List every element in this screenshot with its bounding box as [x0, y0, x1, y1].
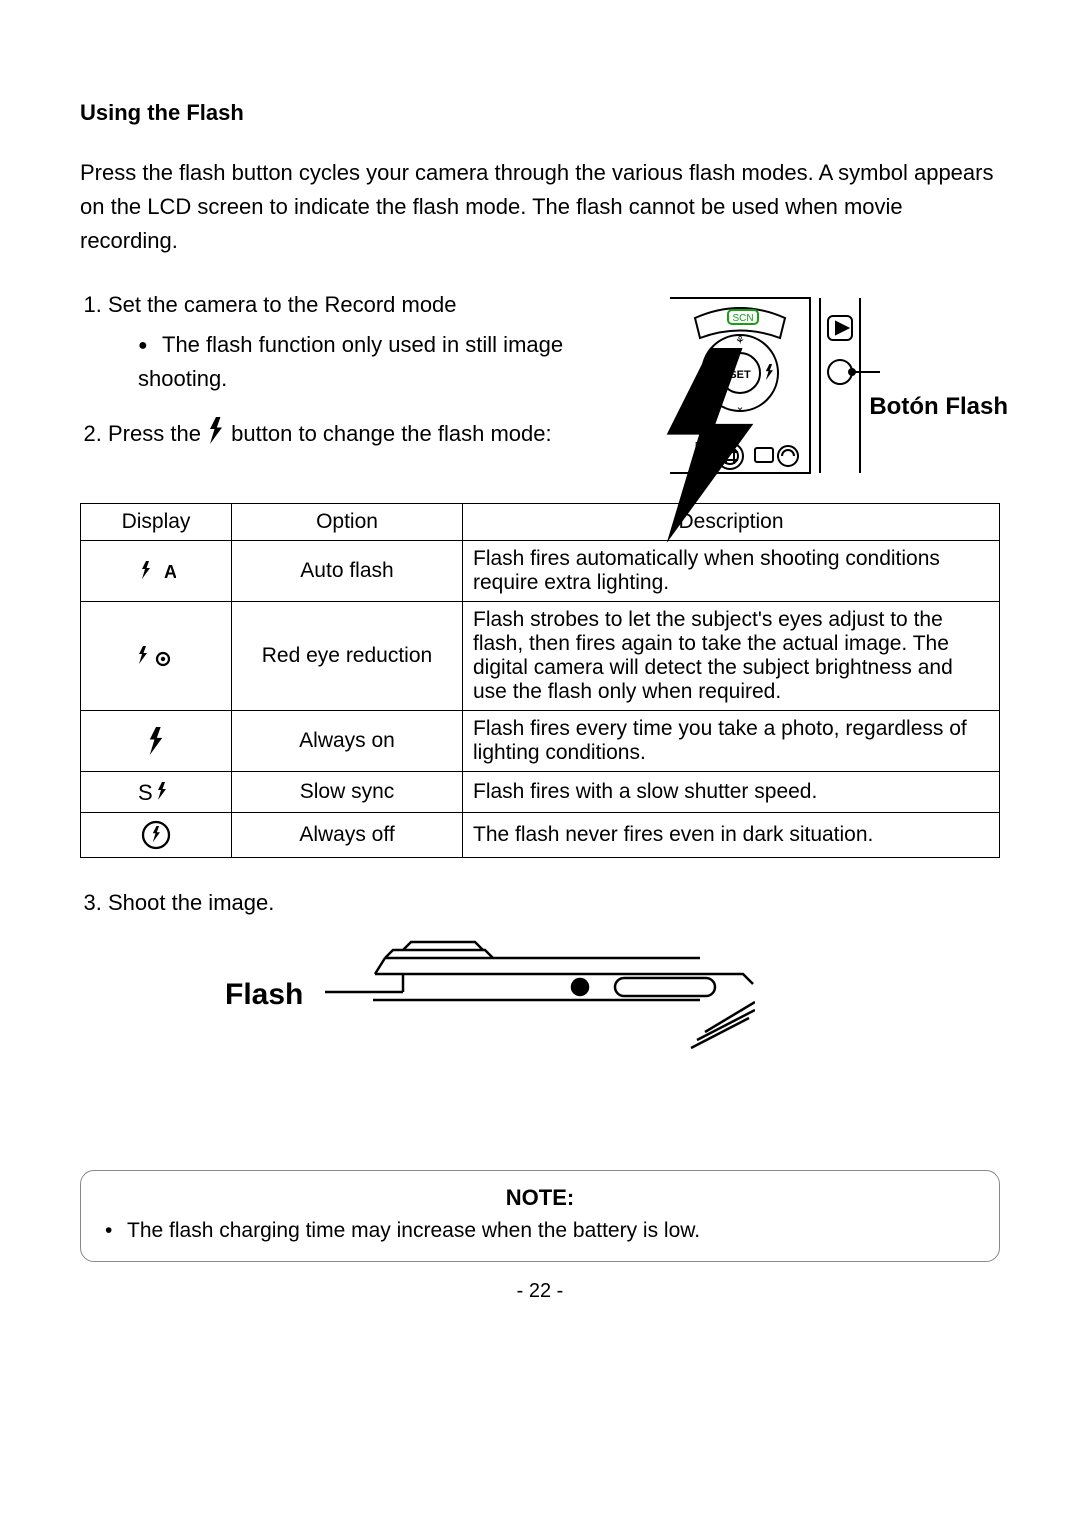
- page-number: - 22 -: [80, 1280, 1000, 1303]
- flash-on-icon: [144, 727, 168, 755]
- note-title: NOTE:: [105, 1185, 975, 1211]
- svg-text:⚘: ⚘: [735, 335, 745, 347]
- option-cell: Always on: [232, 711, 463, 772]
- note-item: The flash charging time may increase whe…: [105, 1219, 975, 1243]
- table-row: Always on Flash fires every time you tak…: [81, 711, 1000, 772]
- boton-flash-label: Botón Flash: [869, 393, 1008, 421]
- option-cell: Slow sync: [232, 772, 463, 813]
- flash-auto-icon: A: [136, 558, 176, 584]
- step-2-after: button to change the flash mode:: [231, 421, 551, 446]
- flash-modes-table: Display Option Description A Auto flash …: [80, 503, 1000, 858]
- table-row: S Slow sync Flash fires with a slow shut…: [81, 772, 1000, 813]
- step-1-text: Set the camera to the Record mode: [108, 292, 457, 317]
- flash-icon: [207, 417, 225, 444]
- option-cell: Auto flash: [232, 541, 463, 602]
- desc-cell: Flash fires with a slow shutter speed.: [463, 772, 1000, 813]
- flash-redeye-icon: [133, 643, 179, 669]
- desc-cell: Flash fires every time you take a photo,…: [463, 711, 1000, 772]
- steps-list-continued: Shoot the image.: [80, 886, 1000, 920]
- option-cell: Red eye reduction: [232, 602, 463, 711]
- section-heading: Using the Flash: [80, 100, 1000, 126]
- step-and-diagram-row: Set the camera to the Record mode The fl…: [80, 288, 1000, 483]
- svg-text:A: A: [164, 562, 176, 582]
- th-display: Display: [81, 504, 232, 541]
- table-row: A Auto flash Flash fires automatically w…: [81, 541, 1000, 602]
- diagram-flash-top: Flash: [80, 940, 1000, 1050]
- diagram-back-controls: SCN SET ⚘ ⌄ ✽ SET ADJ. DISP: [660, 288, 1000, 483]
- desc-cell: Flash strobes to let the subject's eyes …: [463, 602, 1000, 711]
- step-2-before: Press the: [108, 421, 207, 446]
- scn-label: SCN: [732, 313, 753, 324]
- flash-icon: [540, 348, 880, 543]
- flash-callout-label: Flash: [225, 978, 303, 1012]
- intro-paragraph: Press the flash button cycles your camer…: [80, 156, 1000, 258]
- step-3: Shoot the image.: [108, 886, 1000, 920]
- flash-slow-icon: S: [134, 778, 178, 806]
- page: Using the Flash Press the flash button c…: [0, 0, 1080, 1343]
- option-cell: Always off: [232, 813, 463, 858]
- desc-cell: Flash fires automatically when shooting …: [463, 541, 1000, 602]
- table-row: Always off The flash never fires even in…: [81, 813, 1000, 858]
- flash-off-icon: [140, 819, 172, 851]
- note-box: NOTE: The flash charging time may increa…: [80, 1170, 1000, 1262]
- th-option: Option: [232, 504, 463, 541]
- desc-cell: The flash never fires even in dark situa…: [463, 813, 1000, 858]
- svg-text:S: S: [138, 780, 153, 805]
- table-row: Red eye reduction Flash strobes to let t…: [81, 602, 1000, 711]
